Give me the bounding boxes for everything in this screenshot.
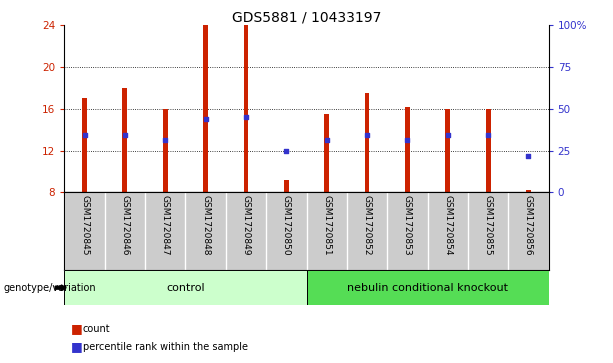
Bar: [243, 25, 248, 192]
Text: GSM1720847: GSM1720847: [161, 195, 170, 255]
Text: GSM1720852: GSM1720852: [362, 195, 371, 255]
Bar: [82, 98, 87, 192]
Bar: [306, 270, 549, 305]
Bar: [405, 107, 410, 192]
Bar: [445, 109, 450, 192]
Text: GSM1720854: GSM1720854: [443, 195, 452, 255]
Point: [524, 153, 533, 159]
Point: [120, 132, 130, 138]
Text: control: control: [166, 283, 205, 293]
Point: [281, 148, 291, 154]
Text: GSM1720846: GSM1720846: [120, 195, 129, 255]
Point: [200, 117, 210, 122]
Bar: [485, 109, 490, 192]
Point: [362, 132, 372, 138]
Bar: [526, 190, 531, 192]
Text: percentile rank within the sample: percentile rank within the sample: [83, 342, 248, 352]
Text: nebulin conditional knockout: nebulin conditional knockout: [347, 283, 508, 293]
Text: ■: ■: [70, 322, 82, 335]
Bar: [123, 88, 128, 192]
Text: count: count: [83, 323, 110, 334]
Text: ■: ■: [70, 340, 82, 353]
Text: GSM1720856: GSM1720856: [524, 195, 533, 255]
Point: [443, 132, 452, 138]
Bar: [365, 93, 370, 192]
Point: [483, 132, 493, 138]
Text: GSM1720855: GSM1720855: [484, 195, 493, 255]
Bar: [64, 270, 306, 305]
Point: [80, 132, 89, 138]
Bar: [163, 109, 168, 192]
Text: GSM1720845: GSM1720845: [80, 195, 89, 255]
Bar: [203, 25, 208, 192]
Text: GSM1720851: GSM1720851: [322, 195, 331, 255]
Text: GSM1720850: GSM1720850: [282, 195, 291, 255]
Text: GSM1720849: GSM1720849: [242, 195, 251, 255]
Bar: [324, 114, 329, 192]
Bar: [284, 180, 289, 192]
Point: [241, 114, 251, 120]
Text: GSM1720853: GSM1720853: [403, 195, 412, 255]
Point: [403, 137, 413, 143]
Text: genotype/variation: genotype/variation: [3, 283, 96, 293]
Title: GDS5881 / 10433197: GDS5881 / 10433197: [232, 10, 381, 24]
Text: GSM1720848: GSM1720848: [201, 195, 210, 255]
Point: [161, 137, 170, 143]
Point: [322, 137, 332, 143]
